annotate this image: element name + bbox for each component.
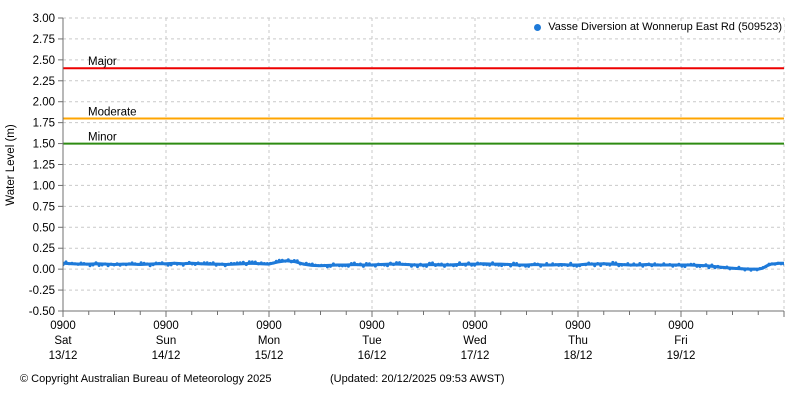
y-tick-label: 2.75 — [33, 34, 55, 46]
threshold-label-minor: Minor — [88, 132, 117, 144]
x-tick-day: Sun — [156, 335, 176, 347]
x-tick-time: 0900 — [668, 320, 694, 332]
x-tick-day: Wed — [463, 335, 486, 347]
x-tick-date: 15/12 — [255, 350, 284, 362]
y-tick-label: 1.75 — [33, 118, 55, 130]
x-tick-date: 18/12 — [564, 350, 593, 362]
x-tick-time: 0900 — [462, 320, 488, 332]
x-tick-time: 0900 — [50, 320, 76, 332]
x-ticks — [62, 311, 785, 317]
y-axis-title: Water Level (m) — [5, 124, 17, 206]
x-tick-day: Mon — [258, 335, 280, 347]
threshold-label-moderate: Moderate — [88, 106, 137, 118]
y-tick-label: 0.25 — [33, 243, 55, 255]
x-tick-time: 0900 — [565, 320, 591, 332]
y-tick-label: 1.00 — [33, 180, 55, 192]
x-tick-time: 0900 — [153, 320, 179, 332]
x-tick-date: 14/12 — [152, 350, 181, 362]
y-tick-labels: 3.00 2.75 2.50 2.25 2.00 1.75 1.50 1.25 1.00 0.75… — [29, 13, 63, 318]
x-tick-date: 16/12 — [358, 350, 387, 362]
x-tick-date: 13/12 — [49, 350, 78, 362]
threshold-lines: Major Moderate Minor — [63, 56, 784, 145]
updated-text: (Updated: 20/12/2025 09:53 AWST) — [330, 373, 505, 385]
y-tick-label: 1.50 — [33, 139, 55, 151]
y-tick-label: 2.25 — [33, 76, 55, 88]
x-tick-day: Fri — [674, 335, 687, 347]
y-tick-label: 1.25 — [33, 160, 55, 172]
x-tick-labels: 0900 Sat 13/12 0900 Sun 14/12 0900 Mon 15/12 0900… — [49, 320, 696, 362]
x-tick-day: Thu — [568, 335, 588, 347]
y-tick-label: -0.25 — [29, 285, 55, 297]
x-tick-day: Sat — [54, 335, 72, 347]
legend-marker-icon — [534, 24, 542, 31]
y-axis-label: Water Level (m) — [5, 124, 17, 206]
x-tick-date: 17/12 — [461, 350, 490, 362]
y-tick-label: 0.75 — [33, 201, 55, 213]
legend-label: Vasse Diversion at Wonnerup East Rd (509… — [548, 21, 782, 33]
copyright-text: © Copyright Australian Bureau of Meteoro… — [20, 373, 272, 385]
x-tick-date: 19/12 — [667, 350, 696, 362]
data-series — [63, 258, 784, 272]
y-tick-label: 2.50 — [33, 55, 55, 67]
y-tick-label: 0.00 — [33, 264, 55, 276]
legend: Vasse Diversion at Wonnerup East Rd (509… — [532, 21, 784, 34]
x-tick-time: 0900 — [256, 320, 282, 332]
x-tick-day: Tue — [362, 335, 381, 347]
y-tick-label: 3.00 — [33, 13, 55, 25]
x-tick-time: 0900 — [359, 320, 385, 332]
y-tick-label: -0.50 — [29, 306, 55, 318]
y-tick-label: 2.00 — [33, 97, 55, 109]
threshold-label-major: Major — [88, 56, 117, 68]
chart-canvas: Major Moderate Minor 3.00 2.75 2.50 2.25 2.00 1.… — [5, 13, 785, 362]
gridlines — [63, 17, 785, 311]
y-tick-label: 0.50 — [33, 222, 55, 234]
